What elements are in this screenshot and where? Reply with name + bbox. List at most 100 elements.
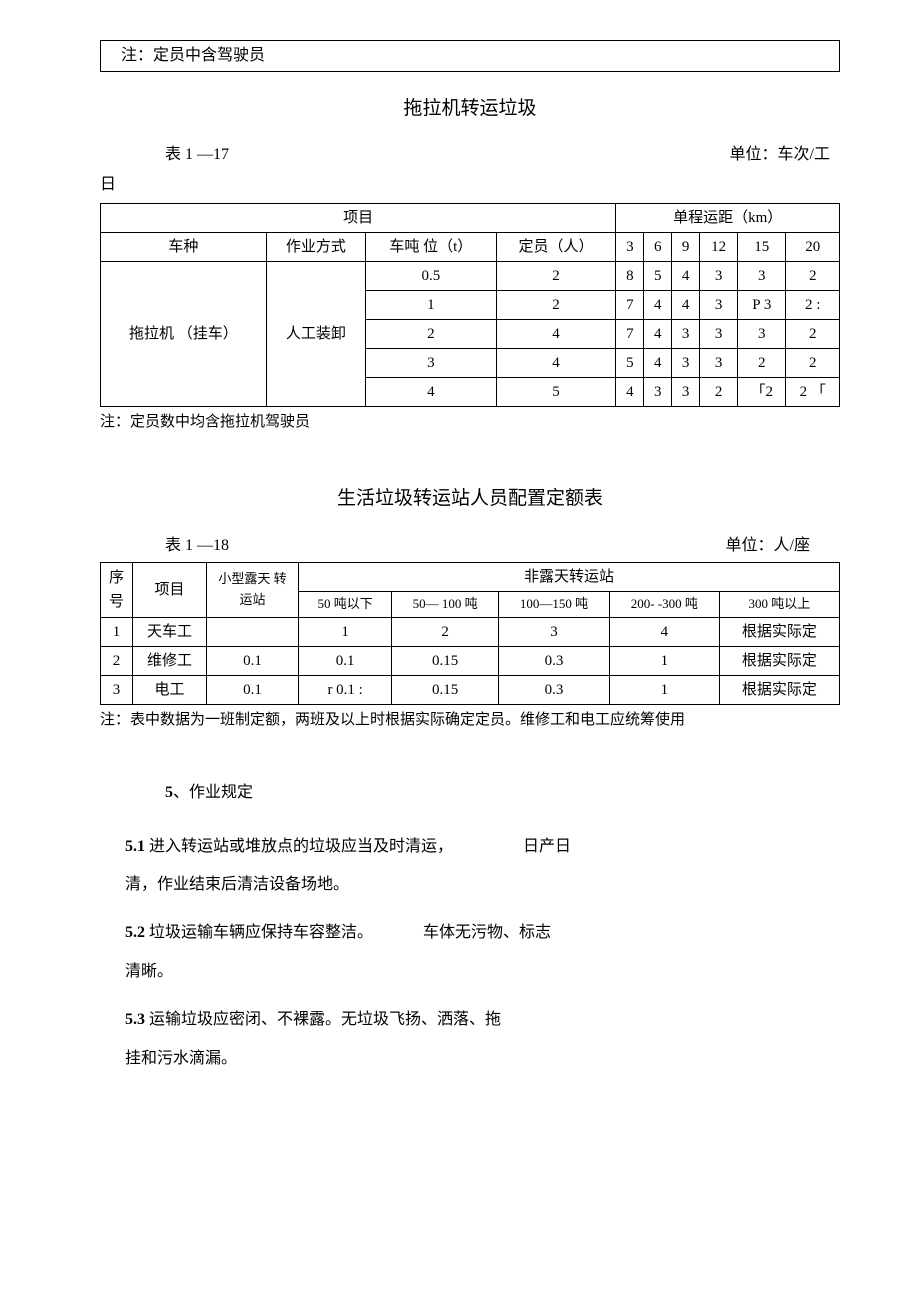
rule-5-2-no: 5.2 [125, 924, 145, 941]
val-cell: 3 [700, 320, 738, 349]
val-cell: 2 [786, 262, 840, 291]
table-row: 3 电工 0.1 r 0.1 : 0.15 0.3 1 根据实际定 [101, 675, 840, 704]
dist-cell: 12 [700, 233, 738, 262]
val-cell: 0.3 [498, 675, 609, 704]
table18-footnote: 注：表中数据为一班制定额，两班及以上时根据实际确定定员。维修工和电工应统筹使用 [100, 708, 840, 732]
rules-heading-txt: 、作业规定 [173, 784, 253, 801]
table17-title: 拖拉机转运垃圾 [100, 94, 840, 124]
table18-title: 生活垃圾转运站人员配置定额表 [100, 484, 840, 514]
table18-unit: 单位：人/座 [726, 533, 810, 559]
subcol: 50 吨以下 [299, 592, 392, 618]
sub-staff: 定员（人） [496, 233, 616, 262]
val-cell: 0.3 [498, 646, 609, 675]
val-cell: 0.15 [392, 675, 499, 704]
item-cell: 电工 [133, 675, 207, 704]
sub-method: 作业方式 [266, 233, 365, 262]
val-cell: 5 [644, 262, 672, 291]
table-row: 车种 作业方式 车吨 位（t） 定员（人） 3 6 9 12 15 20 [101, 233, 840, 262]
top-note-box: 注：定员中含驾驶员 [100, 40, 840, 72]
table17-header-row: 表 1 —17 单位：车次/工 [100, 142, 840, 168]
val-cell: 1 [610, 675, 720, 704]
small-cell [207, 617, 299, 646]
dist-cell: 3 [616, 233, 644, 262]
staff-cell: 4 [496, 320, 616, 349]
val-cell: 3 [672, 349, 700, 378]
rule-5-3: 5.3 运输垃圾应密闭、不裸露。无垃圾飞扬、洒落、拖 挂和污水滴漏。 [100, 1001, 840, 1078]
no-cell: 3 [101, 675, 133, 704]
val-cell: 7 [616, 291, 644, 320]
val-cell: 2 : [786, 291, 840, 320]
hdr-project: 项目 [101, 204, 616, 233]
col-non: 非露天转运站 [299, 563, 840, 592]
staff-cell: 4 [496, 349, 616, 378]
table-row: 拖拉机 （挂车） 人工装卸 0.5 2 8 5 4 3 3 2 [101, 262, 840, 291]
ton-cell: 4 [366, 378, 497, 407]
table-row: 2 维修工 0.1 0.1 0.15 0.3 1 根据实际定 [101, 646, 840, 675]
staff-cell: 2 [496, 262, 616, 291]
hdr-distance: 单程运距（km） [616, 204, 840, 233]
table17: 项目 单程运距（km） 车种 作业方式 车吨 位（t） 定员（人） 3 6 9 … [100, 203, 840, 407]
val-cell: 1 [610, 646, 720, 675]
small-cell: 0.1 [207, 675, 299, 704]
ton-cell: 0.5 [366, 262, 497, 291]
ton-cell: 3 [366, 349, 497, 378]
subcol: 50— 100 吨 [392, 592, 499, 618]
table17-unit: 单位：车次/工 [730, 142, 840, 168]
rule-5-1-no: 5.1 [125, 838, 145, 855]
table-row: 项目 单程运距（km） [101, 204, 840, 233]
val-cell: 4 [610, 617, 720, 646]
rule-5-3-b: 挂和污水滴漏。 [125, 1050, 237, 1067]
val-cell: 7 [616, 320, 644, 349]
subcol: 200- -300 吨 [610, 592, 720, 618]
small-cell: 0.1 [207, 646, 299, 675]
col-small: 小型露天 转运站 [207, 563, 299, 618]
val-cell: 0.1 [299, 646, 392, 675]
val-cell: 3 [700, 291, 738, 320]
rule-5-1-b: 日产日 [523, 838, 571, 855]
sub-vehicle: 车种 [101, 233, 267, 262]
vehicle-cell: 拖拉机 （挂车） [101, 262, 267, 407]
rule-5-2: 5.2 垃圾运输车辆应保持车容整洁。车体无污物、标志 清晰。 [100, 914, 840, 991]
val-cell: 根据实际定 [719, 675, 839, 704]
val-cell: 3 [672, 320, 700, 349]
rules-section: 5、作业规定 5.1 进入转运站或堆放点的垃圾应当及时清运， 日产日 清，作业结束… [100, 780, 840, 1078]
val-cell: 根据实际定 [719, 646, 839, 675]
dist-cell: 20 [786, 233, 840, 262]
val-cell: 4 [644, 349, 672, 378]
val-cell: 「2 [738, 378, 786, 407]
val-cell: 3 [738, 320, 786, 349]
val-cell: 3 [700, 262, 738, 291]
ton-cell: 2 [366, 320, 497, 349]
rules-heading: 5、作业规定 [100, 780, 840, 806]
rule-5-2-c: 清晰。 [125, 963, 173, 980]
no-cell: 1 [101, 617, 133, 646]
val-cell: 2 [700, 378, 738, 407]
rule-5-1-c: 清，作业结束后清洁设备场地。 [125, 876, 349, 893]
subcol: 100—150 吨 [498, 592, 609, 618]
col-item: 项目 [133, 563, 207, 618]
table-row: 1 天车工 1 2 3 4 根据实际定 [101, 617, 840, 646]
val-cell: r 0.1 : [299, 675, 392, 704]
staff-cell: 5 [496, 378, 616, 407]
val-cell: 2 [786, 320, 840, 349]
val-cell: 4 [616, 378, 644, 407]
val-cell: 3 [738, 262, 786, 291]
val-cell: 0.15 [392, 646, 499, 675]
val-cell: 根据实际定 [719, 617, 839, 646]
val-cell: 1 [299, 617, 392, 646]
sub-ton: 车吨 位（t） [366, 233, 497, 262]
ton-cell: 1 [366, 291, 497, 320]
staff-cell: 2 [496, 291, 616, 320]
val-cell: 4 [672, 291, 700, 320]
dist-cell: 9 [672, 233, 700, 262]
dist-cell: 6 [644, 233, 672, 262]
val-cell: 3 [498, 617, 609, 646]
val-cell: 3 [644, 378, 672, 407]
rule-5-3-no: 5.3 [125, 1011, 145, 1028]
rule-5-1-a: 进入转运站或堆放点的垃圾应当及时清运， [145, 838, 453, 855]
no-cell: 2 [101, 646, 133, 675]
item-cell: 天车工 [133, 617, 207, 646]
val-cell: 4 [644, 291, 672, 320]
top-note-text: 注：定员中含驾驶员 [121, 47, 265, 64]
table17-pre-note: 日 [100, 172, 840, 198]
